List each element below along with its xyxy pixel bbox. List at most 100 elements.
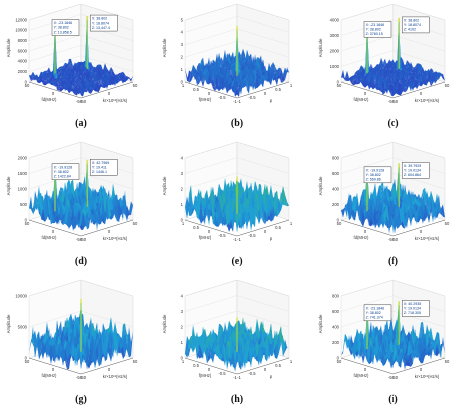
surface-cell bbox=[69, 58, 73, 69]
surface-cell bbox=[65, 317, 69, 328]
surface-cell bbox=[185, 68, 189, 82]
surface-cell bbox=[93, 70, 97, 74]
surface-cell bbox=[117, 338, 121, 357]
surface-cell bbox=[413, 70, 417, 82]
surface-cell bbox=[123, 75, 127, 79]
surface-cell bbox=[45, 193, 49, 222]
surface-cell bbox=[83, 87, 87, 93]
surface-cell bbox=[63, 345, 67, 364]
z-tick-label: 0 bbox=[25, 217, 28, 222]
surface-cell bbox=[79, 345, 83, 356]
surface-cell bbox=[53, 80, 57, 86]
surface-cell bbox=[227, 53, 231, 65]
surface-cell bbox=[241, 186, 245, 194]
surface-cell bbox=[127, 212, 131, 218]
surface-cell bbox=[99, 197, 103, 219]
surface-panel: 0 1000 2000 3000 4000 Amplitude -50 0 50 -50 0 50 fd… bbox=[318, 2, 468, 130]
surface-cell bbox=[45, 72, 49, 80]
surface-cell bbox=[359, 81, 363, 86]
surface-cell bbox=[203, 204, 207, 211]
surface-cell bbox=[385, 85, 389, 93]
surface-cell bbox=[377, 64, 381, 71]
surface-cell bbox=[87, 218, 91, 227]
surface-cell bbox=[277, 67, 281, 75]
surface-cell bbox=[89, 69, 93, 73]
surface-cell bbox=[355, 199, 359, 221]
surface-cell bbox=[385, 185, 389, 208]
z-tick-label: 800 bbox=[332, 155, 340, 160]
surface-cell bbox=[397, 87, 401, 96]
surface-cell bbox=[41, 340, 45, 360]
surface-cell bbox=[263, 213, 267, 225]
surface-cell bbox=[393, 73, 397, 83]
surface-cell bbox=[421, 79, 425, 85]
x-axis-label: fd(MHz) bbox=[354, 97, 369, 102]
datatip-box bbox=[402, 16, 430, 34]
surface-cell bbox=[79, 89, 83, 97]
surface-cell bbox=[89, 335, 93, 346]
surface-cell bbox=[425, 77, 429, 84]
surface-cell bbox=[65, 356, 69, 370]
surface-cell bbox=[383, 79, 387, 90]
surface-cell bbox=[75, 66, 79, 75]
surface-cell bbox=[353, 75, 357, 82]
surface-cell bbox=[257, 66, 261, 83]
y-tick-label: -1 bbox=[233, 237, 237, 242]
surface-cell bbox=[391, 87, 395, 97]
surface-cell bbox=[191, 206, 195, 216]
surface-cell bbox=[193, 71, 197, 77]
surface-cell bbox=[75, 61, 79, 71]
datatip-line: Y: 38.802 bbox=[54, 170, 69, 174]
surface-cell bbox=[97, 73, 101, 78]
z-gridline bbox=[28, 3, 134, 21]
surface-cell bbox=[243, 213, 247, 223]
surface-cell bbox=[405, 201, 409, 221]
surface-cell bbox=[89, 64, 93, 71]
surface-cell bbox=[245, 70, 249, 82]
surface-cell bbox=[367, 72, 371, 76]
surface-cell bbox=[85, 332, 89, 343]
surface-cell bbox=[73, 88, 77, 95]
surface-cell bbox=[347, 202, 351, 221]
x-tick-label: -1 bbox=[237, 99, 241, 104]
surface-cell bbox=[263, 59, 267, 72]
surface-cell bbox=[67, 63, 71, 68]
surface-cell bbox=[399, 70, 403, 83]
surface-cell bbox=[253, 69, 257, 83]
surface-cell bbox=[91, 344, 95, 364]
z-tick-label: 10000 bbox=[15, 28, 27, 33]
surface-cell bbox=[63, 203, 67, 226]
surface-cell bbox=[43, 83, 47, 86]
surface-cell bbox=[421, 75, 425, 83]
surface-cell bbox=[93, 331, 97, 344]
z-gridline bbox=[28, 55, 134, 72]
surface-cell bbox=[387, 65, 391, 70]
surface-cell bbox=[95, 203, 99, 222]
surface-cell bbox=[221, 188, 225, 207]
surface-cell bbox=[387, 84, 391, 94]
z-axis-label: Amplitude bbox=[6, 314, 11, 333]
surface-cell bbox=[353, 79, 357, 85]
x-tick-label: 1 bbox=[290, 83, 293, 88]
surface-cell bbox=[343, 204, 347, 218]
z-gridline bbox=[28, 172, 134, 190]
surface-cell bbox=[387, 218, 391, 234]
surface-cell bbox=[115, 74, 119, 82]
y-tick-label: 0 bbox=[208, 91, 211, 96]
surface-cell bbox=[73, 84, 77, 89]
surface-cell bbox=[403, 83, 407, 89]
surface-cell bbox=[279, 72, 283, 83]
surface-cell bbox=[365, 205, 369, 226]
surface-cell bbox=[371, 74, 375, 85]
surface-cell bbox=[117, 72, 121, 77]
surface-panel: 0 1 2 3 4 Amplitude -1 -0.5 0 0.5 1 -1 -0.5 0 0.5 1 f(MH… bbox=[162, 140, 312, 268]
surface-cell bbox=[45, 82, 49, 86]
surface-cell bbox=[385, 78, 389, 81]
surface-cell bbox=[419, 68, 423, 76]
surface-cell bbox=[61, 213, 65, 226]
surface-cell bbox=[233, 77, 237, 97]
surface-cell bbox=[281, 74, 285, 82]
z-tick-label: 2 bbox=[181, 324, 184, 329]
z-tick-label: 2 bbox=[181, 186, 184, 191]
